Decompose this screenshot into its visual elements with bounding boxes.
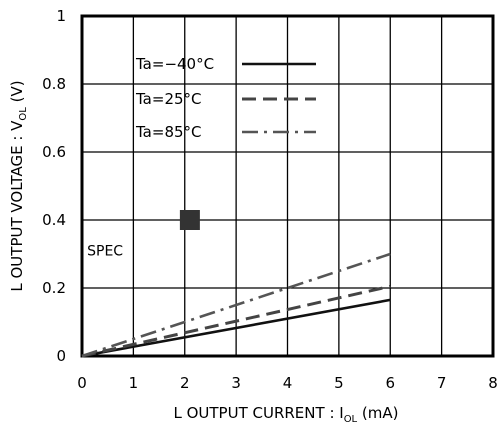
x-axis-ticks: 0 1 2 3 4 5 6 7 8 xyxy=(77,374,498,392)
y-axis-ticks: 0 0.2 0.4 0.6 0.8 1 xyxy=(42,7,66,365)
y-tick-label: 1 xyxy=(56,7,66,25)
x-tick-label: 1 xyxy=(129,374,139,392)
x-tick-label: 8 xyxy=(488,374,498,392)
annotations: SPEC xyxy=(87,244,123,260)
spec-point-marker xyxy=(179,210,200,230)
x-tick-label: 2 xyxy=(180,374,190,392)
x-tick-label: 6 xyxy=(385,374,395,392)
legend-label: Ta=−40°C xyxy=(135,55,214,73)
y-tick-label: 0 xyxy=(56,347,66,365)
series-line-dashdot xyxy=(81,252,391,358)
plot-frame xyxy=(80,14,495,358)
y-axis-label: L OUTPUT VOLTAGE : VOL (V) xyxy=(8,80,29,291)
x-axis-label: L OUTPUT CURRENT : IOL (mA) xyxy=(173,404,398,425)
legend-label: Ta=85°C xyxy=(135,123,202,141)
x-tick-label: 7 xyxy=(437,374,447,392)
x-tick-label: 3 xyxy=(231,374,241,392)
x-tick-label: 4 xyxy=(283,374,293,392)
series-lines xyxy=(81,252,391,358)
series-line-solid xyxy=(81,298,391,358)
spec-label: SPEC xyxy=(87,244,123,260)
x-tick-label: 0 xyxy=(77,374,87,392)
x-tick-label: 5 xyxy=(334,374,344,392)
legend: Ta=−40°C Ta=25°C Ta=85°C xyxy=(135,55,316,141)
y-tick-label: 0.4 xyxy=(42,211,66,229)
y-tick-label: 0.8 xyxy=(42,75,66,93)
legend-label: Ta=25°C xyxy=(135,90,202,108)
markers xyxy=(179,210,200,230)
y-tick-label: 0.6 xyxy=(42,143,66,161)
grid xyxy=(82,16,493,356)
series-line-dashed xyxy=(81,284,391,358)
y-tick-label: 0.2 xyxy=(42,279,66,297)
